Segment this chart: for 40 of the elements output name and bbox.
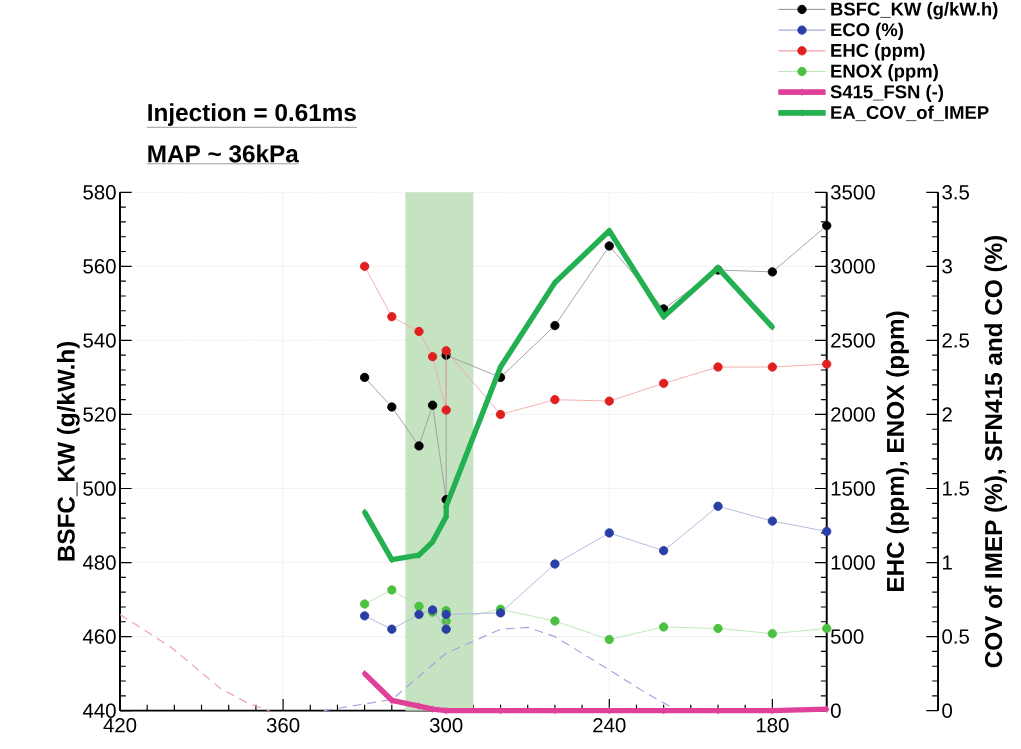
x-tick-label: 180 — [756, 718, 789, 733]
y-tick-label: 500 — [83, 481, 116, 496]
y2-axis-title: EHC (ppm), ENOX (ppm) — [886, 311, 909, 592]
y-tick-label: 480 — [82, 555, 116, 570]
y2-tick-label: 500 — [831, 629, 864, 644]
y3-tick-label: 1 — [943, 555, 952, 570]
y-tick-label: 580 — [83, 185, 116, 200]
y3-tick-label: 0.5 — [942, 629, 969, 644]
y-tick-label: 440 — [82, 703, 116, 719]
y-axis-title: BSFC_KW (g/kW.h) — [56, 342, 80, 561]
x-tick-label: 300 — [429, 718, 463, 733]
legend-label: EA_COV_of_IMEP — [831, 105, 989, 122]
legend-label: BSFC_KW (g/kW.h) — [831, 2, 998, 20]
legend-label: S415_FSN (-) — [830, 84, 944, 103]
y-tick-label: 560 — [83, 259, 116, 274]
legend-label: EHC (ppm) — [831, 43, 925, 61]
text: Injection = 0.61ms — [148, 103, 356, 127]
y-tick-label: 460 — [82, 629, 116, 644]
x-tick-label: 360 — [266, 718, 300, 733]
y-tick-label: 540 — [83, 333, 116, 348]
y2-tick-label: 1500 — [831, 481, 875, 496]
y3-tick-label: 3.5 — [942, 185, 969, 200]
y3-tick-label: 0 — [942, 703, 953, 719]
y3-tick-label: 2.5 — [942, 333, 969, 348]
y2-tick-label: 2500 — [831, 333, 875, 348]
legend-label: ENOX (ppm) — [831, 64, 938, 82]
y3-axis-title: COV of IMEP (%), SFN415 and CO (%) — [984, 236, 1008, 668]
y-tick-label: 520 — [83, 407, 116, 422]
y3-tick-label: 2 — [942, 407, 952, 422]
legend-label: ECO (%) — [831, 22, 903, 41]
y3-tick-label: 1.5 — [943, 481, 969, 496]
text: MAP ~ 36kPa — [148, 144, 299, 163]
x-tick-label: 420 — [103, 718, 137, 733]
y2-tick-label: 3000 — [830, 259, 875, 274]
x-tick-label: 240 — [593, 718, 626, 733]
y2-tick-label: 2000 — [831, 407, 875, 422]
y2-tick-label: 0 — [830, 703, 841, 719]
y3-tick-label: 3 — [942, 259, 952, 274]
y2-tick-label: 1000 — [831, 555, 875, 570]
y2-tick-label: 3500 — [830, 185, 875, 200]
